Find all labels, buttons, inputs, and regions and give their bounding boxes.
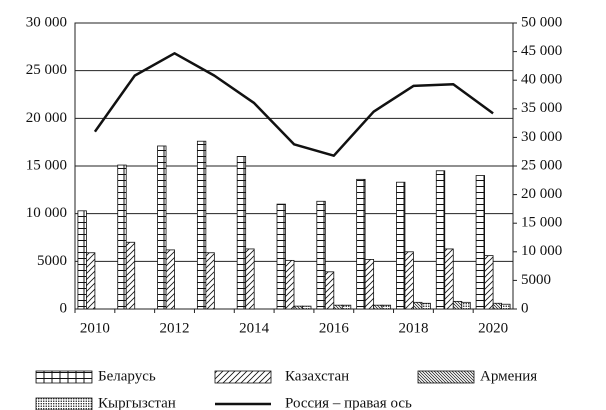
bar [285,259,295,310]
y2-tick-label: 15 000 [521,215,562,231]
y2-tick-label: 0 [521,300,529,316]
bar [302,305,312,310]
y-tick-label: 20 000 [26,110,67,126]
legend-label: Россия – правая ось [285,395,412,410]
bar [86,252,96,310]
bar [435,170,446,310]
y2-tick-label: 20 000 [521,186,562,202]
legend-label: Беларусь [98,368,156,384]
x-tick-label: 2018 [398,320,428,336]
x-tick-label: 2010 [80,320,110,336]
x-tick-label: 2020 [478,320,508,336]
bar [293,305,303,310]
bar [157,145,167,310]
bar [421,302,431,310]
bar [396,181,406,310]
bar [413,301,423,310]
bar [475,175,485,310]
bar [444,248,454,310]
y-tick-label: 5000 [37,253,67,269]
x-tick-label: 2016 [319,320,350,336]
legend-label: Армения [480,368,537,384]
bar [364,259,375,310]
y-tick-label: 30 000 [26,14,67,30]
bar [125,241,136,310]
y2-tick-label: 45 000 [521,43,562,59]
legend-label: Казахстан [285,368,349,384]
legend-swatch [35,370,93,384]
bar [461,301,471,310]
legend-swatch [35,397,93,410]
bar [117,164,127,310]
legend-swatch [214,370,272,384]
y-tick-label: 25 000 [26,62,67,78]
y2-tick-label: 30 000 [521,129,562,145]
bar [341,304,352,310]
bar [77,210,87,310]
bar [245,248,255,310]
bar [196,140,207,310]
bar [501,303,511,310]
y2-tick-label: 35 000 [521,100,562,116]
bar [205,252,215,310]
y2-tick-label: 40 000 [521,72,562,88]
y-tick-label: 15 000 [26,157,67,173]
bar [165,249,175,310]
bar [484,255,494,310]
bar [356,178,366,310]
x-tick-label: 2014 [239,320,270,336]
bar [404,251,414,310]
y2-tick-label: 5000 [521,272,551,288]
y2-tick-label: 50 000 [521,14,562,30]
bar [316,200,326,310]
bar [492,302,502,310]
bar [333,304,343,310]
legend-label: Кыргызстан [98,395,176,410]
y-tick-label: 10 000 [26,205,67,221]
y2-tick-label: 25 000 [521,157,562,173]
x-tick-label: 2012 [160,320,190,336]
bar [324,271,335,310]
bar [276,203,286,310]
line [93,52,494,157]
y2-tick-label: 10 000 [521,243,562,259]
bar [373,304,383,310]
bar [452,300,463,310]
legend-swatch [417,370,475,384]
y-tick-label: 0 [60,300,68,316]
bar [381,304,392,310]
bar [236,156,247,310]
